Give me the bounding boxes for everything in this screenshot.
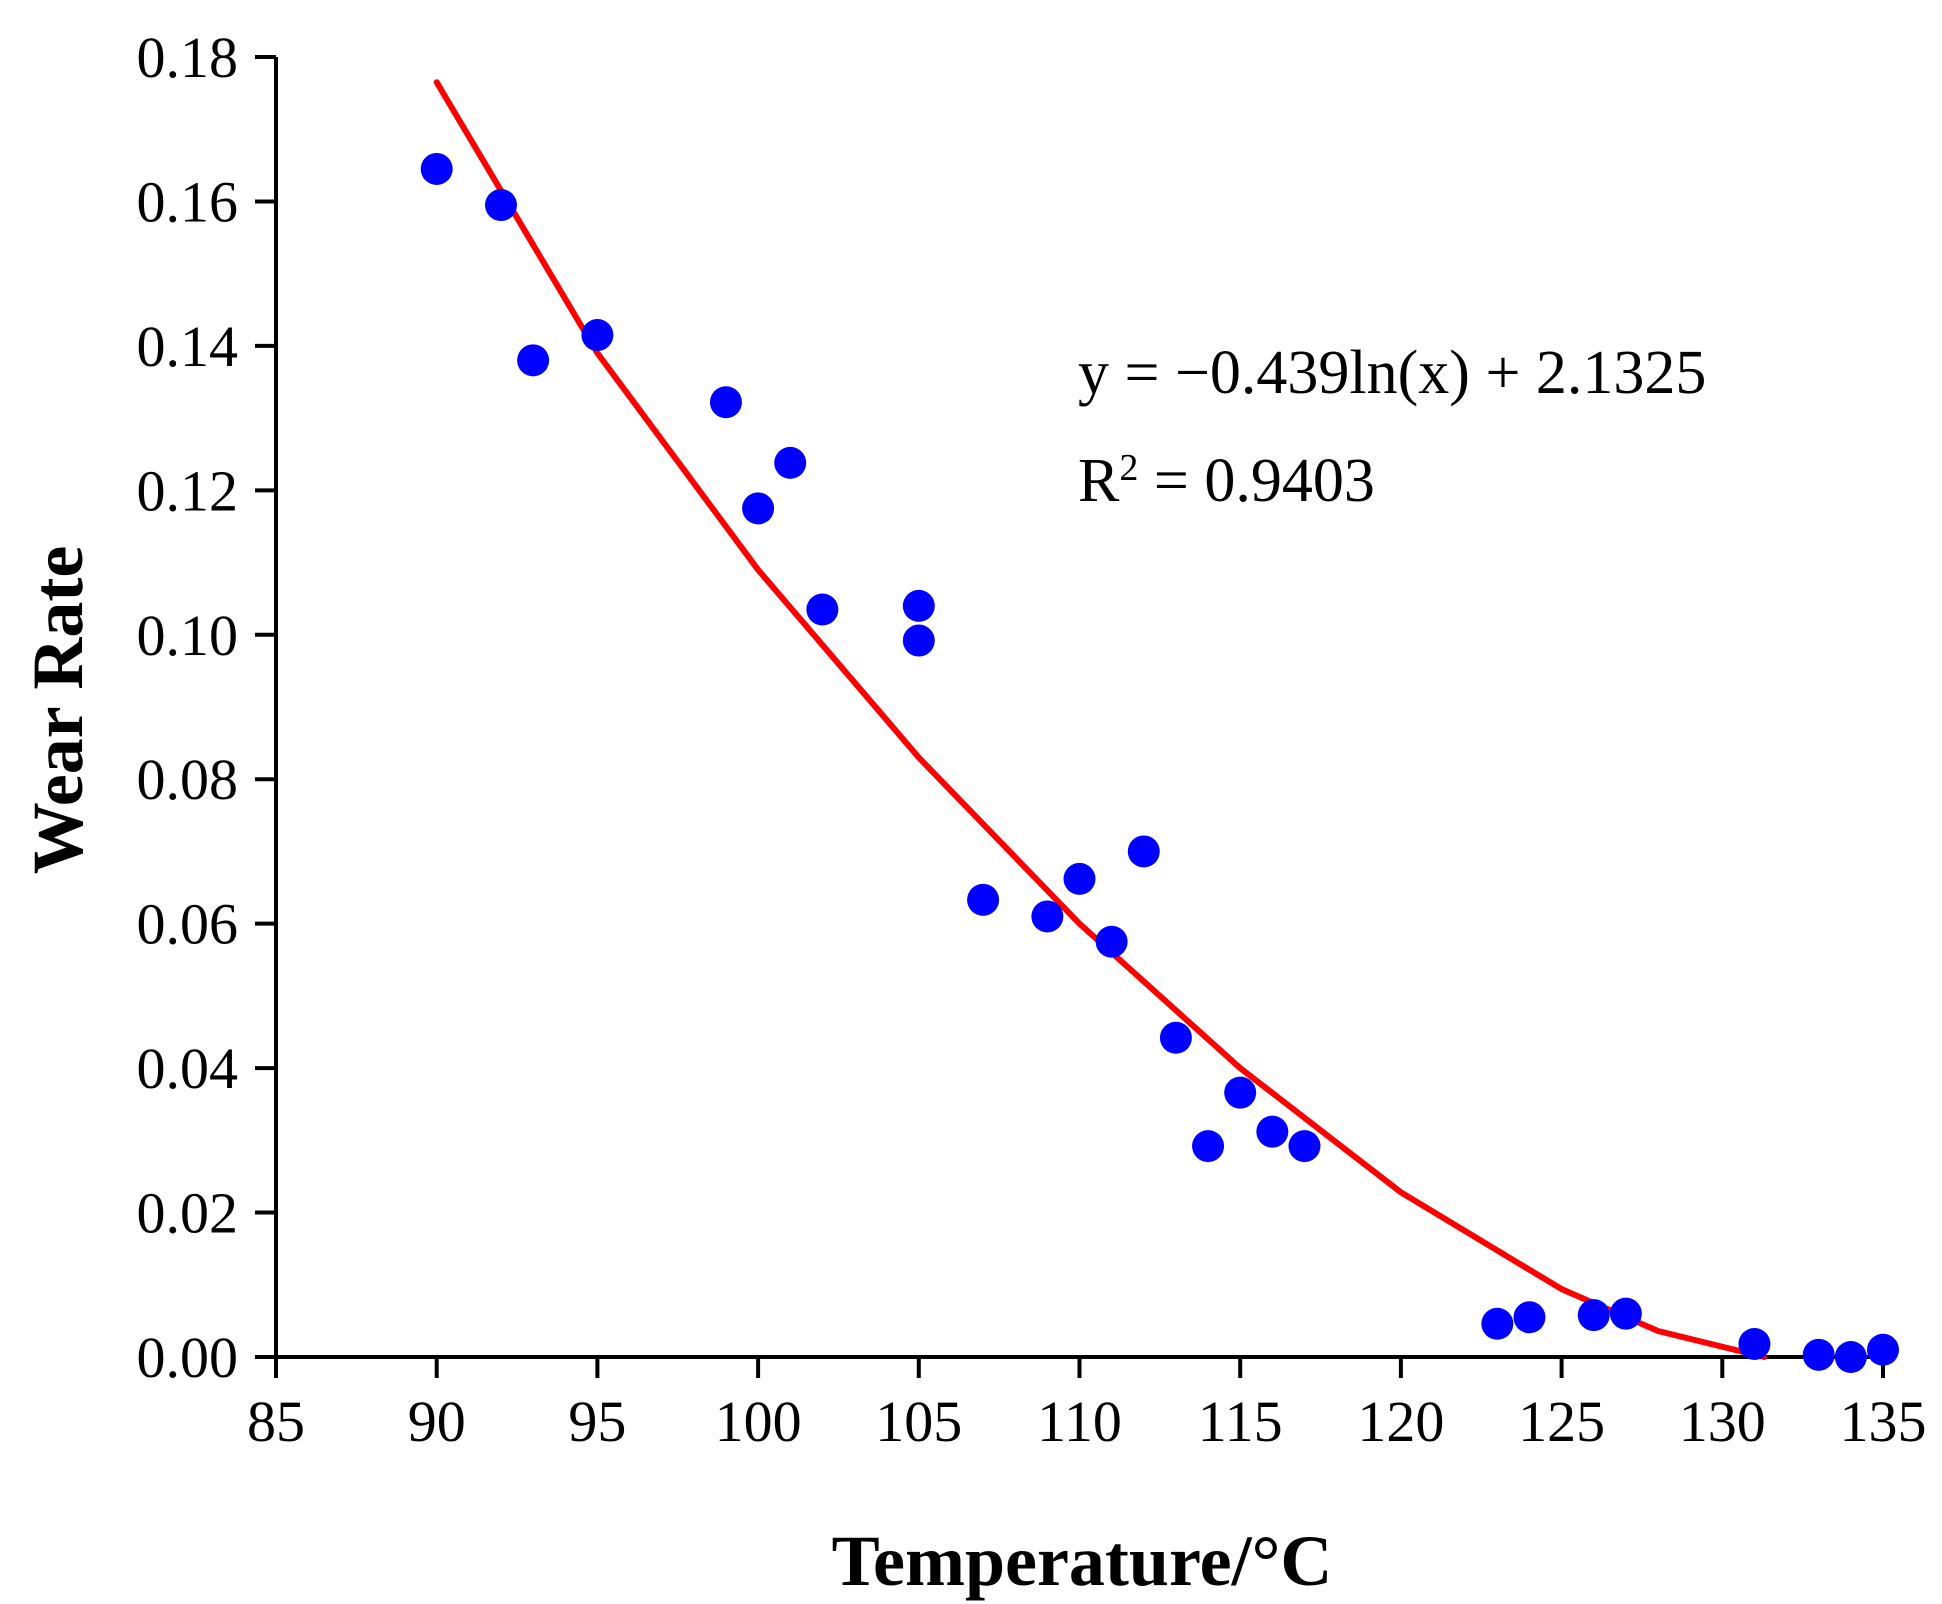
data-point <box>1481 1307 1514 1340</box>
x-tick-label: 130 <box>1679 1389 1766 1454</box>
axes <box>274 57 1883 1359</box>
data-point <box>1577 1299 1610 1332</box>
r-squared-symbol: R <box>1078 447 1120 515</box>
data-point <box>742 492 775 525</box>
data-point <box>709 386 742 419</box>
data-point <box>1288 1130 1321 1163</box>
data-point <box>1867 1333 1899 1366</box>
fit-curve-layer <box>433 79 1768 1360</box>
data-point <box>517 344 550 377</box>
x-tick-label: 120 <box>1357 1389 1444 1454</box>
y-tick-label: 0.04 <box>137 1036 239 1101</box>
x-tick-label: 105 <box>875 1389 962 1454</box>
y-tick-label: 0.02 <box>137 1181 239 1246</box>
y-axis-ticks: 0.00 0.02 0.04 0.06 0.08 0.10 0.12 0.14 0.16 0.18 <box>137 25 276 1390</box>
x-tick-label: 125 <box>1518 1389 1605 1454</box>
y-tick-label: 0.08 <box>137 747 239 812</box>
data-point <box>967 883 1000 916</box>
data-point <box>774 446 807 479</box>
y-tick-label: 0.14 <box>137 314 239 379</box>
x-tick-label: 90 <box>408 1389 466 1454</box>
x-tick-label: 135 <box>1840 1389 1927 1454</box>
data-point <box>1738 1328 1771 1360</box>
data-point <box>1063 862 1096 895</box>
data-point <box>902 589 935 622</box>
data-points-layer <box>420 152 1899 1373</box>
data-point <box>420 152 453 185</box>
x-axis-title: Temperature/°C <box>832 1521 1333 1601</box>
r-squared-superscript: 2 <box>1119 447 1138 489</box>
data-point <box>581 319 614 352</box>
y-tick-label: 0.12 <box>137 458 239 523</box>
fit-curve-line <box>433 79 1768 1360</box>
data-point <box>1609 1297 1642 1330</box>
y-tick-label: 0.16 <box>137 169 239 234</box>
data-point <box>1256 1115 1289 1148</box>
data-point <box>1224 1076 1257 1109</box>
y-tick-label: 0.00 <box>137 1325 239 1390</box>
x-tick-label: 100 <box>715 1389 802 1454</box>
y-tick-label: 0.18 <box>137 25 239 90</box>
r-squared-value: = 0.9403 <box>1138 447 1374 515</box>
data-point <box>1127 835 1160 868</box>
data-point <box>1513 1301 1546 1334</box>
x-tick-label: 95 <box>568 1389 626 1454</box>
data-point <box>1031 900 1064 933</box>
fit-equation-label: y = −0.439ln(x) + 2.1325 <box>1078 339 1706 407</box>
data-point <box>806 593 839 626</box>
y-axis-title: Wear Rate <box>18 546 98 875</box>
x-tick-label: 110 <box>1037 1389 1122 1454</box>
x-tick-label: 115 <box>1198 1389 1283 1454</box>
y-tick-label: 0.10 <box>137 603 239 668</box>
x-tick-label: 85 <box>247 1389 305 1454</box>
data-point <box>1192 1130 1225 1163</box>
r-squared-label: R2 = 0.9403 <box>1078 447 1375 515</box>
data-point <box>484 189 517 222</box>
data-point <box>1159 1021 1192 1054</box>
x-axis-ticks: 85 90 95 100 105 110 115 120 125 130 135 <box>247 1357 1927 1454</box>
data-point <box>1095 925 1128 958</box>
y-tick-label: 0.06 <box>137 892 239 957</box>
data-point <box>902 624 935 657</box>
data-point <box>1802 1338 1835 1371</box>
data-point <box>1834 1341 1867 1373</box>
